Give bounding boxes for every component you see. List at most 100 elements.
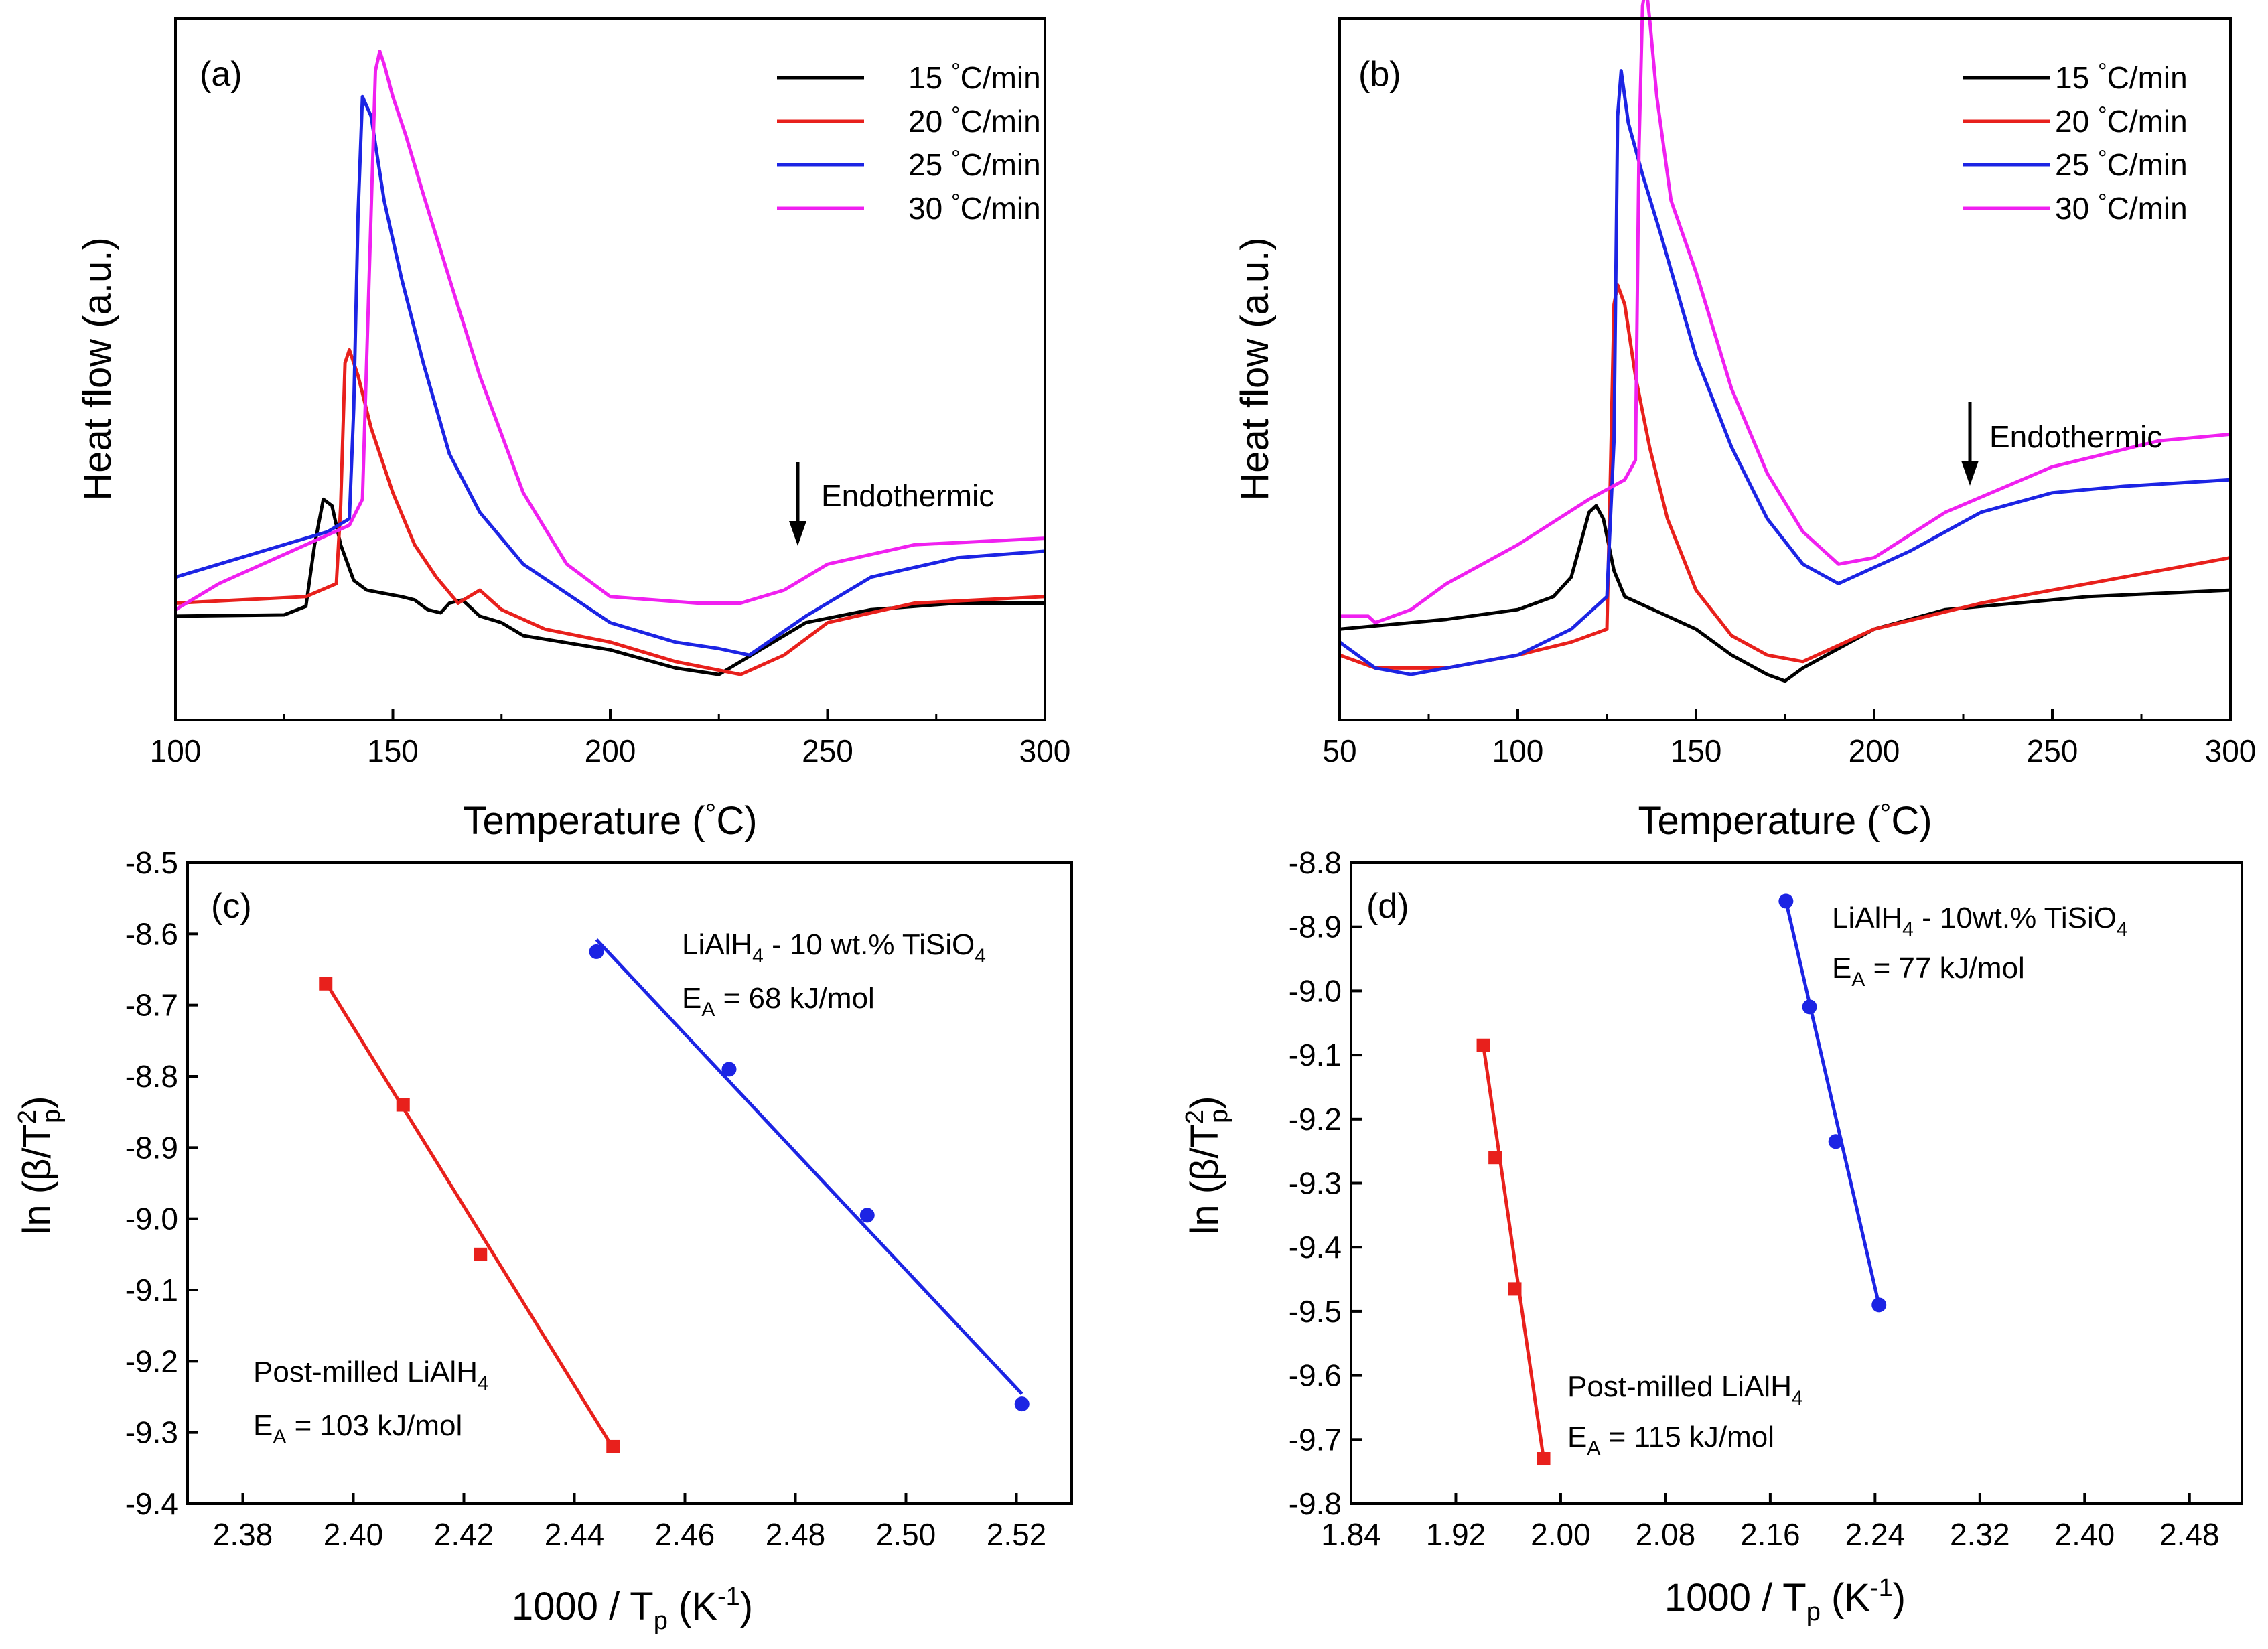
series-line xyxy=(1338,69,2231,676)
x-tick-label: 250 xyxy=(2027,733,2078,768)
svg-text:30 °C/min: 30 °C/min xyxy=(908,190,1041,226)
panel-c-label: (c) xyxy=(211,887,252,926)
y-tick-label: -8.5 xyxy=(125,845,178,880)
data-point xyxy=(1871,1297,1887,1313)
panel-c-ylabel: ln (β/T2p) xyxy=(13,1096,66,1234)
x-tick-label: 1.92 xyxy=(1426,1517,1486,1552)
y-tick-label: -8.6 xyxy=(125,916,178,951)
y-tick-label: -9.5 xyxy=(1289,1294,1342,1329)
series-line xyxy=(175,497,1045,676)
x-tick-label: 2.50 xyxy=(876,1517,936,1552)
panel-d: 1.84 1.92 2.00 2.08 2.16 2.24 2.32 2.40 2.48 -9.8… xyxy=(1181,845,2243,1626)
panel-d-blue-ea-label: EA = 77 kJ/mol xyxy=(1832,952,2025,991)
panel-c-ticks: 2.38 2.40 2.42 2.44 2.46 2.48 2.50 2.52 -9.4 -9.3… xyxy=(125,845,1047,1552)
panel-b-label: (b) xyxy=(1358,55,1401,94)
y-tick-label: -9.4 xyxy=(125,1486,178,1521)
legend-item: 15 °C/min xyxy=(1963,59,2188,95)
x-tick-label: 2.44 xyxy=(545,1517,605,1552)
y-tick-label: -9.7 xyxy=(1289,1422,1342,1457)
y-tick-label: -9.0 xyxy=(125,1202,178,1236)
series-line xyxy=(1339,504,2231,683)
panel-c-red-series-label: Post-milled LiAlH4 xyxy=(253,1356,489,1394)
x-tick-label: 2.32 xyxy=(1950,1517,2010,1552)
panel-c-blue-series-label: LiAlH4 - 10 wt.% TiSiO4 xyxy=(682,928,986,967)
y-tick-label: -9.3 xyxy=(125,1415,178,1450)
legend-item: 15 °C/min xyxy=(777,59,1041,95)
legend-item: 25 °C/min xyxy=(1963,146,2188,182)
panel-d-data xyxy=(1476,893,1887,1466)
panel-c-data xyxy=(319,938,1030,1453)
panel-c-red-ea-label: EA = 103 kJ/mol xyxy=(253,1409,462,1448)
panel-b-endothermic-label: Endothermic xyxy=(1989,419,2162,454)
data-point xyxy=(1508,1282,1522,1296)
panel-c-frame xyxy=(186,861,1073,1505)
panel-d-ticks: 1.84 1.92 2.00 2.08 2.16 2.24 2.32 2.40 2.48 -9.8… xyxy=(1289,845,2220,1552)
x-tick-label: 2.00 xyxy=(1531,1517,1591,1552)
x-tick-label: 300 xyxy=(2205,733,2257,768)
panel-d-red-series-label: Post-milled LiAlH4 xyxy=(1567,1370,1803,1409)
legend-item: 20 °C/min xyxy=(1963,102,2188,139)
data-point xyxy=(1537,1452,1551,1466)
panel-b-legend: 15 °C/min 20 °C/min 25 °C/min 30 °C/min xyxy=(1963,59,2188,226)
legend-item: 30 °C/min xyxy=(1963,190,2188,226)
panel-a-endothermic-label: Endothermic xyxy=(821,478,994,513)
y-tick-label: -9.8 xyxy=(1289,1486,1342,1521)
panel-a-ylabel: Heat flow (a.u.) xyxy=(76,237,119,500)
fit-line xyxy=(324,981,615,1449)
svg-text:25 °C/min: 25 °C/min xyxy=(908,146,1041,182)
y-tick-label: -9.1 xyxy=(1289,1037,1342,1072)
x-tick-label: 2.38 xyxy=(213,1517,273,1552)
panel-b-ylabel: Heat flow (a.u.) xyxy=(1233,237,1277,500)
panel-b-xlabel: Temperature (°C) xyxy=(1638,798,1932,843)
data-point xyxy=(1488,1151,1502,1165)
x-tick-label: 100 xyxy=(150,733,202,768)
data-point xyxy=(319,977,333,991)
data-point xyxy=(1778,893,1794,909)
series-line xyxy=(175,94,1046,657)
x-tick-label: 2.48 xyxy=(2159,1517,2220,1552)
panel-c-xlabel: 1000 / Tp (K-1) xyxy=(512,1583,753,1635)
y-tick-label: -9.2 xyxy=(125,1344,178,1378)
fit-line xyxy=(1482,1045,1545,1459)
series-line xyxy=(174,50,1046,612)
y-tick-label: -9.1 xyxy=(125,1273,178,1307)
panel-b: 50 100 150 200 250 300 (b) Temperature (°C) H… xyxy=(1233,0,2256,843)
data-point xyxy=(859,1208,875,1223)
y-tick-label: -9.2 xyxy=(1289,1102,1342,1137)
y-tick-label: -9.4 xyxy=(1289,1230,1342,1265)
panel-a-xlabel: Temperature (°C) xyxy=(463,798,757,843)
panel-d-ylabel: ln (β/T2p) xyxy=(1181,1096,1233,1234)
panel-a: 100 150 200 250 300 (a) Temperature (°C) Hea… xyxy=(76,17,1070,843)
panel-b-xticks: 50 100 150 200 250 300 xyxy=(1322,709,2256,768)
panel-d-label: (d) xyxy=(1366,887,1409,926)
legend-item: 20 °C/min xyxy=(777,102,1041,139)
data-point xyxy=(1014,1396,1030,1412)
series-line xyxy=(175,348,1046,676)
svg-text:15 °C/min: 15 °C/min xyxy=(908,59,1041,95)
panel-a-xticks: 100 150 200 250 300 xyxy=(150,709,1070,768)
svg-text:20 °C/min: 20 °C/min xyxy=(908,102,1041,139)
legend-item: 30 °C/min xyxy=(777,190,1041,226)
y-tick-label: -8.8 xyxy=(1289,845,1342,880)
panel-b-curves xyxy=(1338,0,2231,683)
data-point xyxy=(721,1062,737,1077)
x-tick-label: 2.24 xyxy=(1845,1517,1906,1552)
y-tick-label: -8.9 xyxy=(125,1130,178,1165)
x-tick-label: 2.40 xyxy=(324,1517,384,1552)
panel-c-blue-ea-label: EA = 68 kJ/mol xyxy=(682,982,875,1021)
x-tick-label: 2.52 xyxy=(987,1517,1047,1552)
series-line xyxy=(1339,283,2231,670)
svg-text:25 °C/min: 25 °C/min xyxy=(2055,146,2188,182)
panel-c: 2.38 2.40 2.42 2.44 2.46 2.48 2.50 2.52 -9.4 -9.3… xyxy=(13,845,1073,1635)
data-point xyxy=(396,1098,410,1112)
x-tick-label: 100 xyxy=(1492,733,1544,768)
data-point xyxy=(589,944,604,959)
panel-a-curves xyxy=(174,50,1046,676)
x-tick-label: 200 xyxy=(1849,733,1900,768)
svg-text:20 °C/min: 20 °C/min xyxy=(2055,102,2188,139)
x-tick-label: 2.42 xyxy=(434,1517,494,1552)
y-tick-label: -9.6 xyxy=(1289,1358,1342,1393)
data-point xyxy=(1828,1134,1843,1149)
panel-a-legend: 15 °C/min 20 °C/min 25 °C/min 30 °C/min xyxy=(777,59,1041,226)
